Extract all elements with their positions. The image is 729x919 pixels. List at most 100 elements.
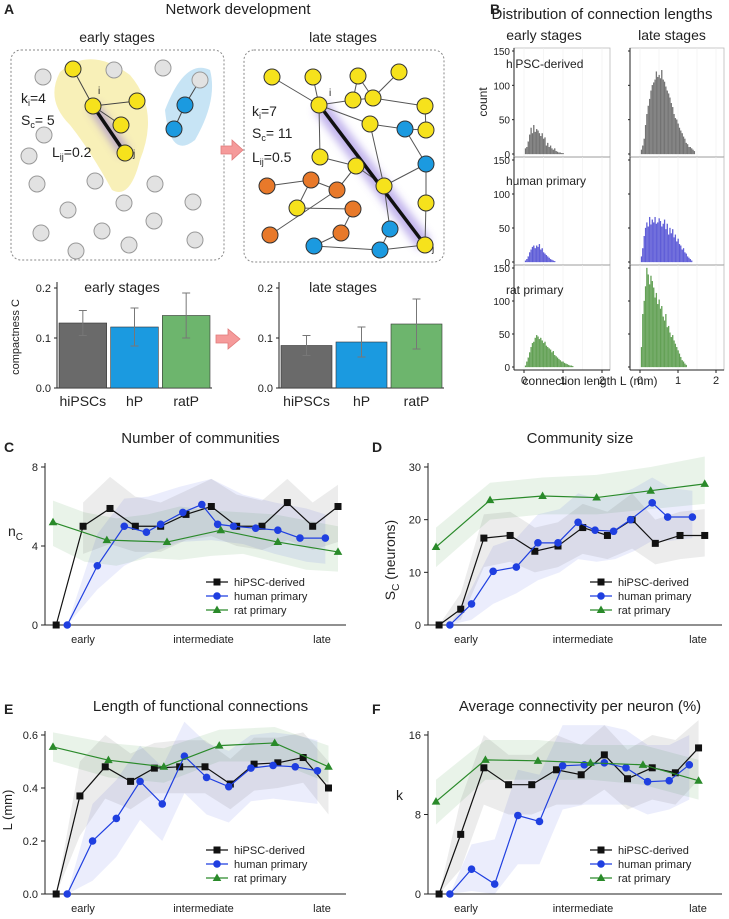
histogram-bar — [665, 314, 667, 368]
histogram-bar — [570, 365, 573, 368]
histogram-bar — [653, 82, 655, 155]
marker-triangle — [694, 776, 703, 784]
histogram-bar — [670, 337, 672, 368]
marker-triangle — [216, 525, 226, 534]
legend-label: hiPSC-derived — [618, 845, 689, 857]
marker-triangle — [159, 762, 169, 770]
marker-square — [283, 499, 291, 507]
confidence-band — [53, 727, 329, 783]
marker-square — [334, 503, 342, 510]
marker-triangle — [596, 873, 606, 881]
marker-square — [258, 522, 266, 530]
ytick-label: 0.6 — [23, 730, 38, 742]
histogram-bar — [667, 93, 670, 155]
marker-triangle — [481, 755, 490, 763]
late-node — [375, 177, 393, 195]
histogram-xtick-label: 2 — [713, 375, 719, 387]
histogram-bar — [655, 71, 658, 155]
marker-triangle — [214, 741, 224, 749]
marker-circle — [291, 763, 300, 771]
marker-square — [201, 763, 209, 771]
histogram-bar — [646, 222, 648, 263]
histogram-col-late: late stages — [638, 27, 706, 43]
histogram-bar — [678, 127, 681, 155]
histogram-bar — [662, 316, 664, 368]
marker-triangle — [596, 605, 606, 613]
histogram-bar — [547, 142, 549, 155]
histogram-bar — [531, 246, 534, 263]
marker-circle — [514, 811, 522, 820]
xtick-label-intermediate: intermediate — [173, 634, 234, 646]
marker-square — [274, 759, 282, 767]
histogram-bar — [643, 300, 645, 368]
marker-square — [127, 777, 135, 785]
histogram-bar — [569, 365, 571, 368]
xtick-label-early: early — [454, 903, 478, 915]
histogram-bar — [526, 146, 528, 155]
confidence-band — [67, 478, 326, 625]
histogram-ytick-label: 100 — [493, 81, 510, 92]
marker-triangle — [431, 797, 441, 805]
histogram-bar — [642, 314, 644, 368]
marker-circle — [213, 520, 222, 529]
histogram-bar — [527, 256, 529, 263]
histogram-ytick-label: 100 — [493, 190, 510, 201]
marker-square — [505, 781, 513, 789]
histogram-bar — [659, 221, 662, 263]
histogram-bar — [526, 259, 528, 263]
histogram-bar — [647, 105, 649, 155]
series-line-0 — [55, 756, 329, 895]
legend-label: human primary — [618, 591, 692, 603]
histogram-bar — [692, 149, 694, 155]
late-node — [258, 177, 276, 195]
histogram-bar — [527, 357, 529, 368]
ytick-label: 8 — [415, 810, 421, 822]
early-node — [191, 71, 209, 89]
marker-square — [552, 766, 560, 774]
compactness-early-title: early stages — [84, 279, 159, 295]
marker-triangle — [212, 605, 222, 613]
histogram-bar — [666, 90, 668, 155]
histogram-bar — [568, 364, 570, 368]
marker-circle — [467, 865, 476, 873]
xtick-label-intermediate: intermediate — [173, 903, 234, 915]
marker-circle — [663, 513, 672, 521]
marker-circle — [609, 527, 618, 536]
histogram-ytick-label: 0 — [504, 150, 510, 161]
histogram-bar — [563, 362, 566, 368]
series-line-0 — [55, 501, 339, 626]
marker-triangle — [592, 493, 601, 501]
histogram-bar — [654, 297, 656, 368]
histogram-bar — [669, 227, 671, 263]
confidence-band — [436, 739, 699, 825]
histogram-bar — [561, 153, 563, 155]
histogram-bar — [541, 248, 543, 263]
compact-category-label: hP — [353, 393, 370, 409]
histogram-bar — [552, 149, 554, 155]
histogram-bar — [657, 304, 659, 368]
histogram-bar — [657, 76, 659, 155]
panel-label-a: A — [4, 1, 14, 17]
histogram-bar — [544, 341, 546, 368]
early-node — [93, 222, 111, 240]
marker-square — [577, 771, 585, 779]
marker-square — [528, 781, 536, 789]
late-node — [344, 91, 362, 109]
late-node — [288, 199, 306, 217]
late-node — [311, 148, 329, 166]
series-line-2 — [435, 483, 705, 548]
histogram-xtick-label: 2 — [599, 375, 605, 387]
histogram-bar — [541, 133, 543, 155]
marker-square — [309, 522, 317, 530]
histogram-bar — [651, 281, 653, 368]
histogram-bar — [665, 86, 667, 155]
marker-circle — [558, 762, 567, 770]
marker-square — [213, 846, 221, 854]
histogram-bar — [535, 129, 538, 155]
histogram-bar — [685, 364, 687, 368]
late-node — [416, 97, 434, 115]
late-node — [416, 236, 434, 254]
histogram-bar — [658, 218, 660, 263]
histogram-bar — [548, 257, 550, 263]
marker-circle — [213, 592, 221, 600]
